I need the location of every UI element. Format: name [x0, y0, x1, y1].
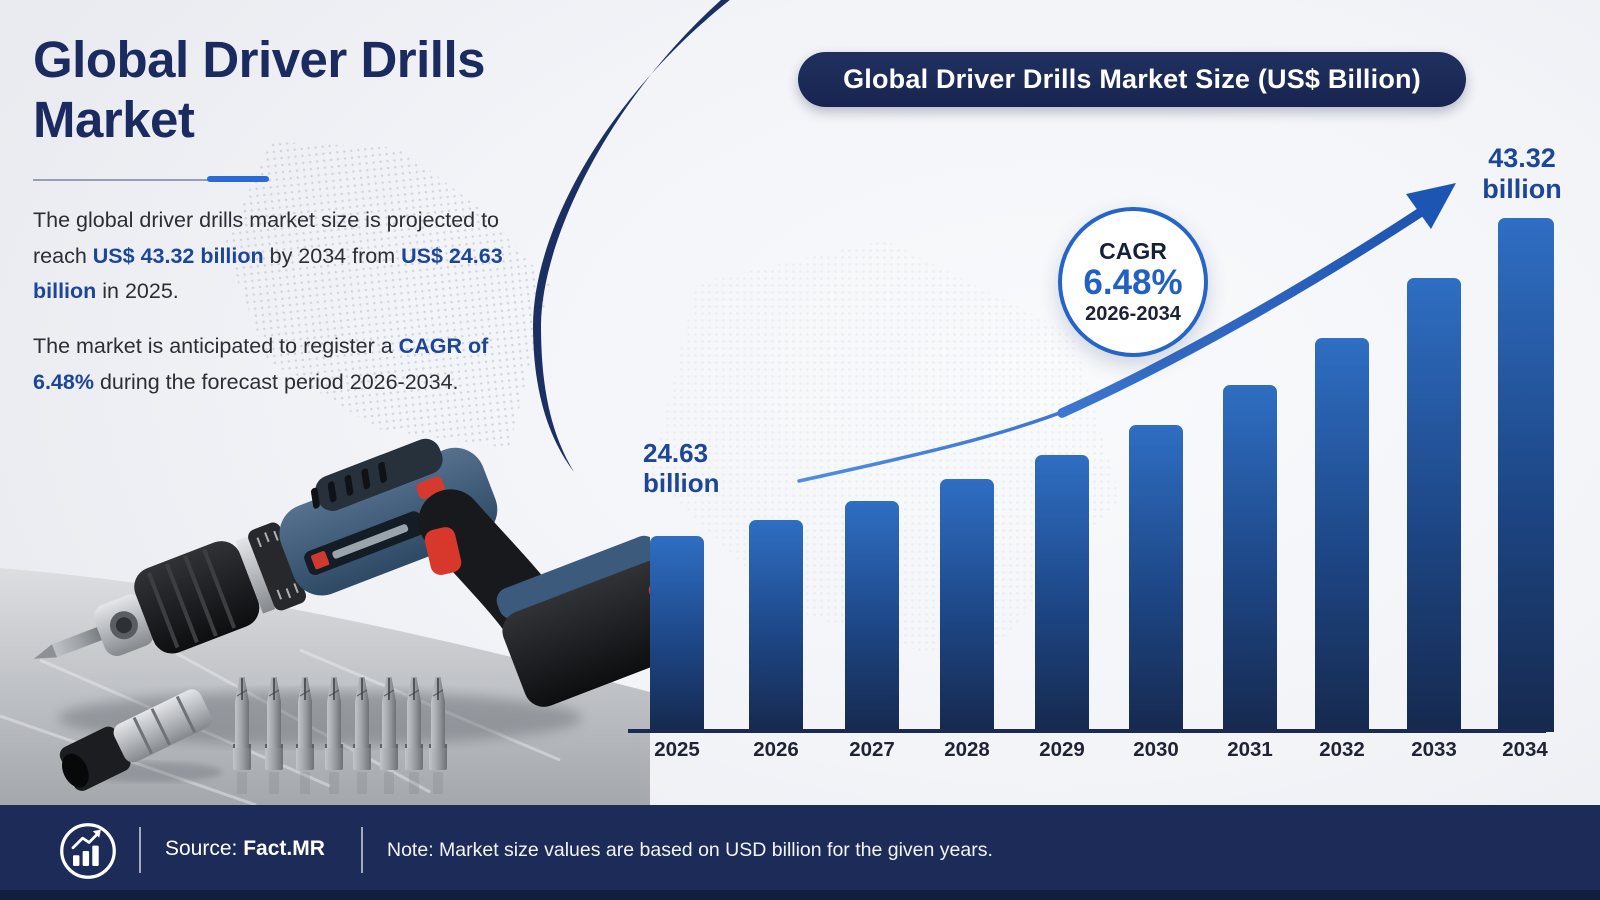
para2-text: during the forecast period 2026-2034.: [93, 369, 459, 394]
para1-value-2025: US$ 24.63 billion: [33, 243, 503, 304]
screwdriver-bit: [265, 677, 283, 794]
footer-bottom-strip: [0, 890, 1600, 900]
bar-2027: [845, 501, 899, 732]
drill: [33, 438, 650, 707]
trend-arrow-head: [1406, 183, 1456, 229]
chuck-body: [134, 541, 260, 654]
drill-photo-illustration: [0, 438, 650, 805]
year-label-2028: 2028: [944, 738, 990, 761]
year-label-2033: 2033: [1411, 738, 1457, 761]
cagr-badge: CAGR 6.48% 2026-2034: [1058, 207, 1208, 357]
source-text: Source: Fact.MR: [165, 837, 325, 861]
x-axis-line: [628, 729, 1546, 733]
para1-text: in 2025.: [96, 279, 179, 303]
battery-pack: [502, 559, 650, 707]
bar-2033: [1407, 278, 1461, 732]
screwdriver-bit: [429, 677, 447, 794]
start-value-unit: billion: [643, 468, 720, 498]
year-label-2031: 2031: [1227, 738, 1273, 761]
footer-divider: [139, 827, 141, 873]
chart-title: Global Driver Drills Market Size (US$ Bi…: [843, 64, 1421, 94]
para1-value-2034: US$ 43.32 billion: [92, 243, 264, 268]
year-label-2025: 2025: [654, 738, 700, 761]
bar-2028: [940, 479, 994, 732]
torque-collar: [248, 522, 307, 611]
year-label-2029: 2029: [1039, 738, 1085, 761]
title-line-2: Market: [33, 91, 195, 148]
footer-note: Note: Market size values are based on US…: [387, 839, 993, 861]
year-label-2030: 2030: [1133, 738, 1179, 761]
bar-2030: [1129, 425, 1183, 732]
year-label-2034: 2034: [1502, 738, 1548, 761]
start-value-label: 24.63 billion: [643, 438, 720, 498]
trend-arrow-tail: [797, 404, 1080, 483]
end-value-unit: billion: [1482, 174, 1562, 204]
footer-bar: Source: Fact.MR Note: Market size values…: [0, 805, 1600, 900]
bar-2032: [1315, 338, 1369, 732]
screwdriver-bit: [353, 677, 371, 794]
bar-2026: [749, 520, 803, 732]
end-value-number: 43.32: [1488, 143, 1556, 173]
para1-text: The global driver drills market size is …: [33, 208, 500, 268]
battery-band: [496, 535, 650, 619]
source-label: Source:: [165, 837, 238, 860]
screwdriver-bit: [380, 677, 398, 794]
title-line-1: Global Driver Drills: [33, 31, 486, 88]
trend-arrow-shaft: [1057, 205, 1429, 418]
drill-bits-row: [233, 677, 447, 794]
bar-chart-growth-icon: [60, 823, 116, 879]
chuck-hole: [115, 617, 132, 634]
summary-paragraph-1: The global driver drills market size is …: [33, 203, 533, 310]
source-brand: Fact.MR: [243, 837, 325, 860]
cagr-period: 2026-2034: [1085, 303, 1181, 325]
bar-2034: [1498, 218, 1554, 732]
screwdriver-bit: [233, 677, 251, 794]
brand-logo-red: [311, 551, 330, 570]
panel-arc: [533, 0, 730, 472]
inserted-bit: [51, 625, 109, 658]
inserted-bit-tip: [33, 644, 58, 659]
title-divider-accent: [207, 176, 269, 182]
vent-slots: [310, 461, 388, 509]
chart-title-banner: Global Driver Drills Market Size (US$ Bi…: [798, 52, 1466, 107]
para1-text: by 2034 from: [263, 243, 402, 268]
title-divider: [33, 179, 269, 181]
summary-paragraph-2: The market is anticipated to register a …: [33, 329, 533, 400]
screwdriver-bit: [296, 677, 314, 794]
trigger-button: [424, 527, 462, 575]
cagr-value: 6.48%: [1083, 263, 1183, 302]
brand-text-bar: [332, 524, 409, 559]
footer-divider: [361, 827, 363, 873]
para2-cagr: CAGR of 6.48%: [33, 334, 489, 394]
torque-ring: [235, 536, 276, 614]
chuck-ridges: [146, 548, 237, 649]
screwdriver-bit: [405, 677, 423, 794]
screwdriver-bit: [325, 677, 343, 794]
end-value-label: 43.32 billion: [1458, 143, 1586, 205]
year-label-2027: 2027: [849, 738, 895, 761]
bar-2031: [1223, 385, 1277, 732]
bar-2025: [650, 536, 704, 732]
bar-2029: [1035, 455, 1089, 732]
cagr-label: CAGR: [1099, 238, 1167, 264]
year-label-2032: 2032: [1319, 738, 1365, 761]
bit-adapter: [59, 689, 212, 791]
year-label-2026: 2026: [753, 738, 799, 761]
collar-ticks: [256, 530, 299, 600]
start-value-number: 24.63: [643, 438, 709, 468]
para2-text: The market is anticipated to register a: [33, 334, 399, 358]
page-title: Global Driver Drills Market: [33, 30, 593, 150]
